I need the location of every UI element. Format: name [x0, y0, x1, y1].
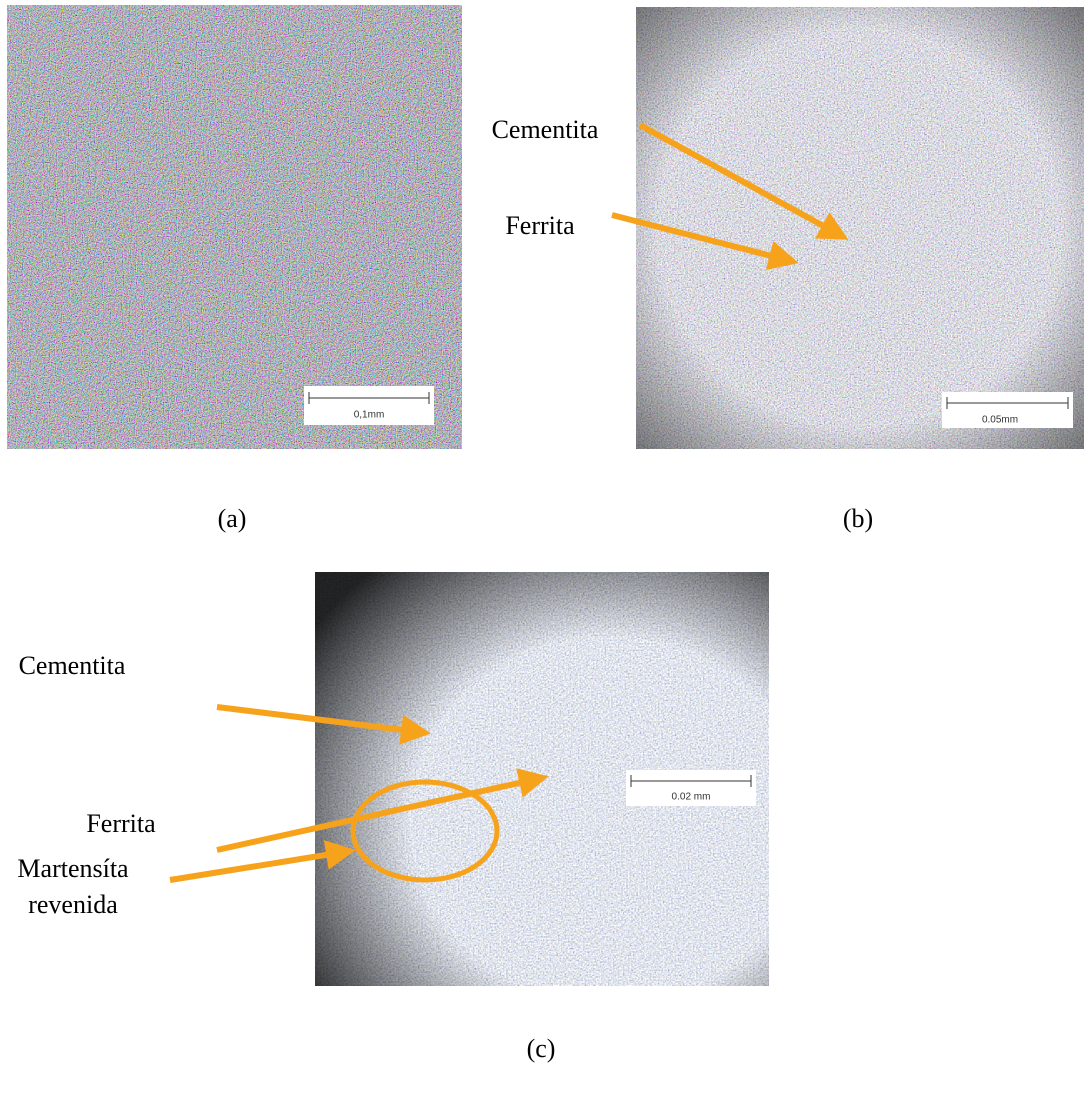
micrograph-b: 0.05mm: [636, 7, 1084, 449]
scale-bar-label: 0,1mm: [354, 410, 385, 421]
annotation: Cementita: [492, 115, 599, 144]
micrograph-a: 0,1mm: [7, 5, 462, 449]
caption: (c): [527, 1034, 556, 1063]
annotation: Martensíta: [17, 854, 129, 883]
micrograph-c: 0.02 mm: [315, 572, 769, 986]
caption: (a): [218, 504, 247, 533]
annotation: Ferrita: [86, 809, 156, 838]
scale-bar-label: 0.05mm: [982, 415, 1018, 426]
caption: (b): [843, 504, 873, 533]
annotation: Ferrita: [505, 211, 575, 240]
annotation: Cementita: [19, 651, 126, 680]
scale-bar-label: 0.02 mm: [672, 792, 711, 803]
figure: 0,1mm (a) 0.05mm Cementita Ferrita (b) 0…: [0, 0, 1086, 1088]
annotation: revenida: [28, 890, 118, 919]
